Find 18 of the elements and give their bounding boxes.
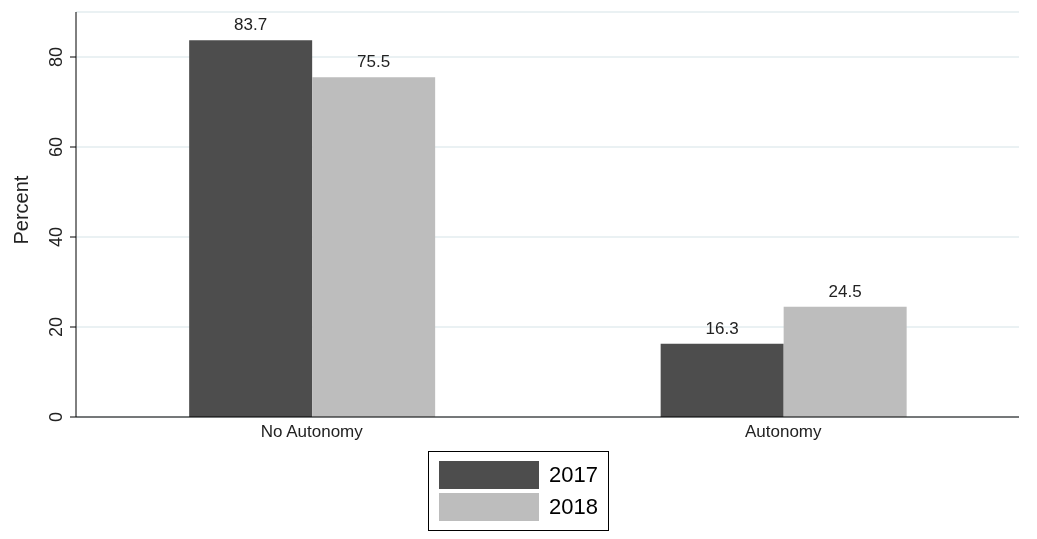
y-axis-title: Percent — [10, 175, 33, 245]
bar — [312, 77, 436, 417]
data-label: 83.7 — [234, 15, 268, 35]
y-tick-label: 40 — [46, 226, 66, 248]
x-tick-label: Autonomy — [744, 422, 823, 442]
data-label: 75.5 — [357, 52, 391, 72]
x-tick-label: No Autonomy — [260, 422, 364, 442]
bar — [660, 343, 784, 417]
data-label: 24.5 — [828, 281, 862, 301]
y-tick-label: 0 — [46, 411, 66, 423]
legend-label: 2018 — [549, 494, 598, 520]
y-tick-label: 20 — [46, 316, 66, 338]
y-tick-label: 60 — [46, 136, 66, 158]
y-tick-label: 80 — [46, 46, 66, 68]
data-label: 16.3 — [705, 318, 739, 338]
bar — [783, 306, 907, 417]
legend-label: 2017 — [549, 462, 598, 488]
bar — [189, 40, 313, 417]
